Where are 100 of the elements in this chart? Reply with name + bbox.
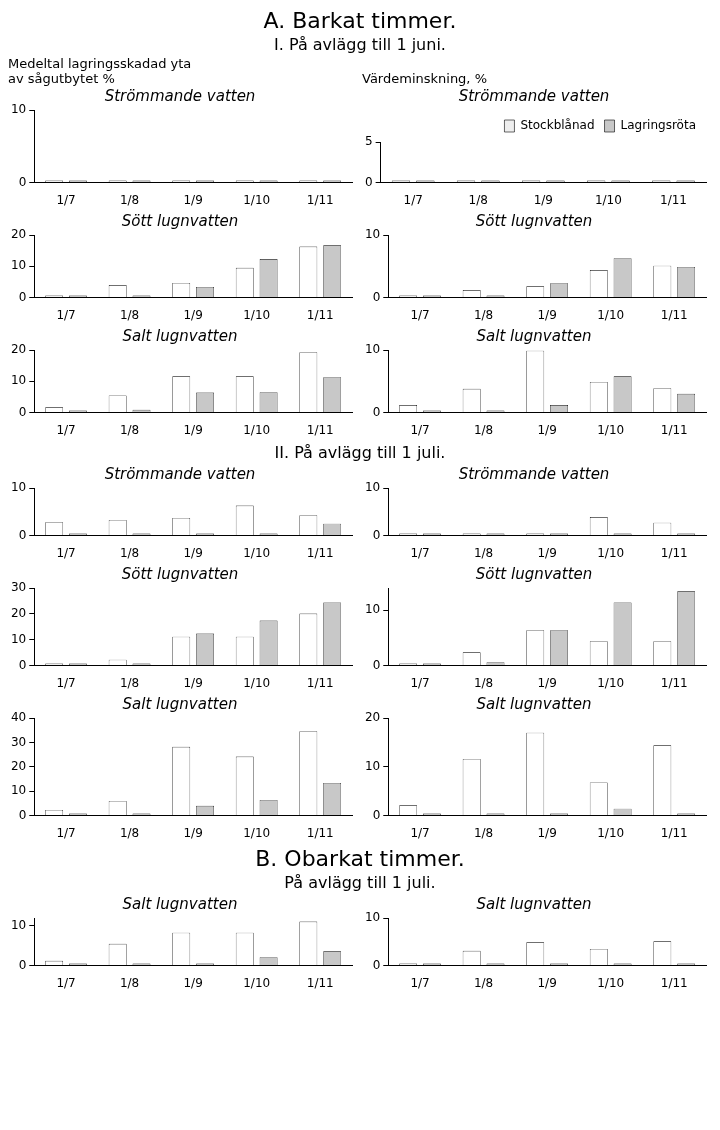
x-tick-label: 1/7: [56, 422, 76, 437]
x-tick-label: 1/9: [183, 192, 203, 207]
y-tick-label: 10: [364, 758, 381, 773]
x-tick-label: 1/11: [660, 675, 688, 690]
chart-title: Salt lugnvatten: [476, 694, 592, 713]
y-tick-label: 30: [10, 580, 27, 595]
y-tick-label: 10: [10, 373, 27, 388]
x-tick-label: 1/7: [410, 545, 430, 560]
x-tick-label: 1/10: [243, 307, 271, 322]
y-tick-label: 0: [364, 174, 373, 189]
chart-title: Salt lugnvatten: [122, 326, 238, 345]
x-tick-label: 1/7: [56, 675, 76, 690]
y-tick-label: 0: [372, 807, 381, 822]
x-tick-label: 1/9: [537, 675, 557, 690]
y-tick-label: 0: [372, 957, 381, 972]
y-axis-title: Värdeminskning, %: [362, 71, 488, 86]
y-tick-label: 40: [10, 710, 27, 725]
x-tick-label: 1/10: [243, 192, 271, 207]
chart-title: Sött lugnvatten: [475, 564, 593, 583]
y-tick-label: 20: [10, 342, 27, 357]
x-tick-label: 1/8: [473, 825, 494, 840]
y-tick-label: 0: [372, 289, 381, 304]
x-tick-label: 1/10: [594, 192, 622, 207]
x-tick-label: 1/10: [243, 545, 271, 560]
legend-label: Lagringsröta: [620, 118, 696, 133]
x-tick-label: 1/9: [183, 422, 203, 437]
x-tick-label: 1/7: [56, 192, 76, 207]
chart-title: Salt lugnvatten: [122, 694, 238, 713]
x-tick-label: 1/10: [597, 307, 625, 322]
x-tick-label: 1/11: [306, 307, 334, 322]
x-tick-label: 1/9: [183, 307, 203, 322]
y-tick-label: 10: [364, 342, 381, 357]
x-tick-label: 1/7: [403, 192, 423, 207]
x-tick-label: 1/8: [119, 192, 140, 207]
y-tick-label: 0: [372, 657, 381, 672]
x-tick-label: 1/8: [119, 975, 140, 990]
chart-title: Salt lugnvatten: [476, 326, 592, 345]
x-tick-label: 1/11: [660, 307, 688, 322]
chart-title: Sött lugnvatten: [475, 211, 593, 230]
y-tick-label: 0: [18, 807, 27, 822]
x-tick-label: 1/10: [243, 675, 271, 690]
x-tick-label: 1/9: [183, 975, 203, 990]
y-tick-label: 0: [372, 527, 381, 542]
y-tick-label: 10: [10, 918, 27, 933]
x-tick-label: 1/9: [537, 825, 557, 840]
y-axis-title: Medeltal lagringsskadad yta av sågutbytet %: [8, 56, 193, 86]
x-tick-label: 1/9: [537, 545, 557, 560]
x-tick-label: 1/10: [597, 975, 625, 990]
text: II. På avlägg till 1 juli.: [273, 443, 447, 462]
x-tick-label: 1/7: [410, 675, 430, 690]
chart-title: Strömmande vatten: [458, 464, 610, 483]
chart-title: Strömmande vatten: [458, 86, 610, 105]
y-tick-label: 0: [18, 289, 27, 304]
x-tick-label: 1/7: [56, 975, 76, 990]
legend-label: Stockblånad: [520, 118, 595, 133]
x-tick-label: 1/8: [473, 675, 494, 690]
y-tick-label: 0: [372, 404, 381, 419]
y-tick-label: 10: [10, 258, 27, 273]
x-tick-label: 1/7: [56, 545, 76, 560]
x-tick-label: 1/11: [306, 192, 334, 207]
x-tick-label: 1/9: [183, 675, 203, 690]
x-tick-label: 1/11: [659, 192, 687, 207]
x-tick-label: 1/11: [306, 675, 334, 690]
chart-title: Salt lugnvatten: [476, 894, 592, 913]
y-tick-label: 30: [10, 734, 27, 749]
chart-title: Salt lugnvatten: [122, 894, 238, 913]
x-tick-label: 1/9: [183, 825, 203, 840]
y-tick-label: 0: [18, 657, 27, 672]
x-tick-label: 1/11: [660, 422, 688, 437]
x-tick-label: 1/8: [473, 307, 494, 322]
y-tick-label: 10: [10, 480, 27, 495]
chart-title: Sött lugnvatten: [121, 211, 239, 230]
x-tick-label: 1/7: [410, 975, 430, 990]
y-tick-label: 0: [18, 527, 27, 542]
x-tick-label: 1/11: [306, 422, 334, 437]
text: A. Barkat timmer.: [262, 8, 458, 33]
y-tick-label: 10: [364, 602, 381, 617]
x-tick-label: 1/11: [306, 975, 334, 990]
text: I. På avlägg till 1 juni.: [273, 35, 447, 54]
text: På avlägg till 1 juli.: [283, 873, 437, 892]
x-tick-label: 1/11: [306, 545, 334, 560]
x-tick-label: 1/10: [243, 825, 271, 840]
x-tick-label: 1/10: [597, 545, 625, 560]
chart-title: Sött lugnvatten: [121, 564, 239, 583]
y-tick-label: 10: [364, 480, 381, 495]
y-tick-label: 0: [18, 957, 27, 972]
x-tick-label: 1/7: [410, 422, 430, 437]
x-tick-label: 1/9: [183, 545, 203, 560]
y-tick-label: 20: [10, 227, 27, 242]
y-tick-label: 20: [10, 758, 27, 773]
y-tick-label: 0: [18, 174, 27, 189]
x-tick-label: 1/10: [243, 422, 271, 437]
x-tick-label: 1/8: [119, 422, 140, 437]
y-tick-label: 10: [364, 227, 381, 242]
text: B. Obarkat timmer.: [254, 846, 466, 871]
x-tick-label: 1/10: [597, 825, 625, 840]
y-tick-label: 10: [10, 783, 27, 798]
x-tick-label: 1/8: [119, 825, 140, 840]
x-tick-label: 1/9: [537, 975, 557, 990]
x-tick-label: 1/8: [473, 975, 494, 990]
